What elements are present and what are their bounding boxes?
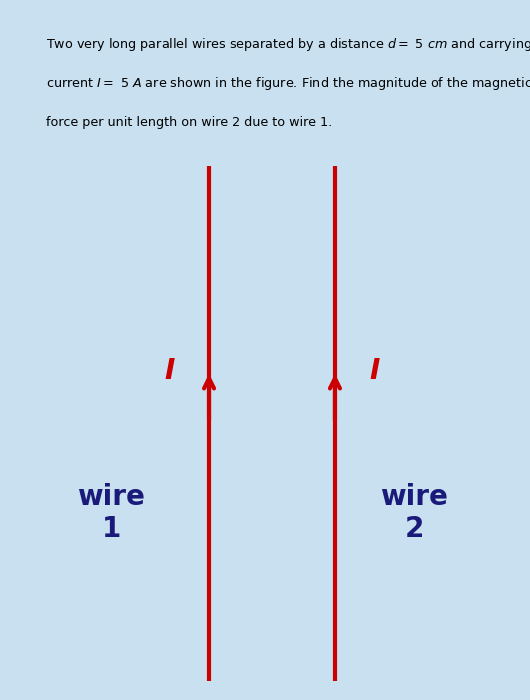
Text: force per unit length on wire 2 due to wire 1.: force per unit length on wire 2 due to w… — [46, 116, 332, 129]
Text: wire
2: wire 2 — [381, 482, 448, 543]
Text: current $I =$ 5 $A$ are shown in the figure. Find the magnitude of the magnetic: current $I =$ 5 $A$ are shown in the fig… — [46, 75, 530, 92]
Text: I: I — [369, 357, 380, 385]
Text: I: I — [164, 357, 174, 385]
Text: wire
1: wire 1 — [77, 482, 145, 543]
Text: Two very long parallel wires separated by a distance $d =$ 5 $cm$ and carrying a: Two very long parallel wires separated b… — [46, 36, 530, 52]
